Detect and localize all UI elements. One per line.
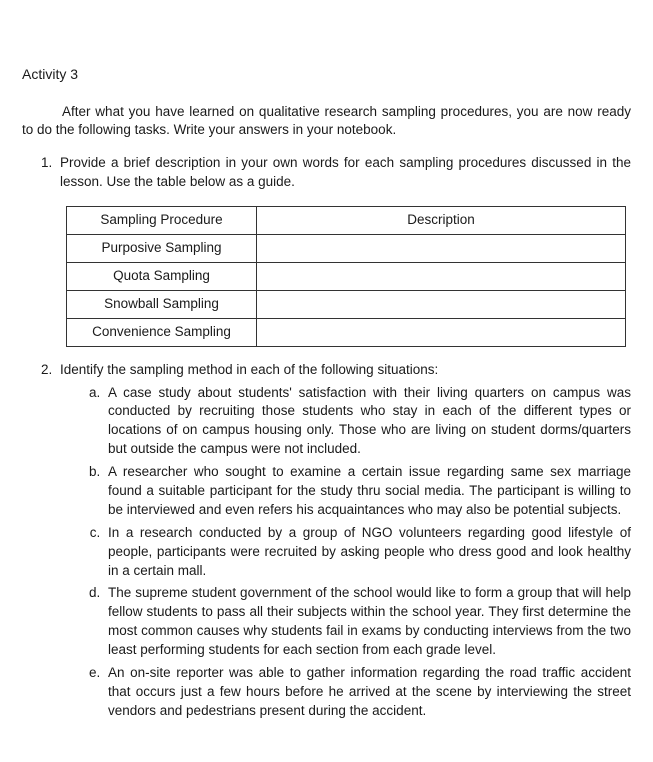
cell-description (257, 235, 626, 263)
sub-item-a: A case study about students' satisfactio… (104, 384, 631, 460)
sub-item-e: An on-site reporter was able to gather i… (104, 664, 631, 721)
cell-description (257, 318, 626, 346)
activity-title: Activity 3 (22, 65, 631, 85)
header-procedure: Sampling Procedure (67, 207, 257, 235)
main-question-list: Provide a brief description in your own … (22, 154, 631, 720)
question-1: Provide a brief description in your own … (56, 154, 631, 346)
question-2-sublist: A case study about students' satisfactio… (60, 384, 631, 721)
cell-procedure: Quota Sampling (67, 262, 257, 290)
cell-procedure: Convenience Sampling (67, 318, 257, 346)
table-row: Convenience Sampling (67, 318, 626, 346)
sampling-table: Sampling Procedure Description Purposive… (66, 206, 626, 346)
header-description: Description (257, 207, 626, 235)
sub-item-d: The supreme student government of the sc… (104, 584, 631, 660)
intro-text: After what you have learned on qualitati… (22, 104, 631, 138)
question-2-text: Identify the sampling method in each of … (60, 362, 438, 377)
cell-procedure: Purposive Sampling (67, 235, 257, 263)
cell-description (257, 290, 626, 318)
table-row: Snowball Sampling (67, 290, 626, 318)
table-row: Purposive Sampling (67, 235, 626, 263)
sub-item-b: A researcher who sought to examine a cer… (104, 463, 631, 520)
table-header-row: Sampling Procedure Description (67, 207, 626, 235)
cell-procedure: Snowball Sampling (67, 290, 257, 318)
question-2: Identify the sampling method in each of … (56, 361, 631, 721)
table-row: Quota Sampling (67, 262, 626, 290)
sub-item-c: In a research conducted by a group of NG… (104, 524, 631, 581)
cell-description (257, 262, 626, 290)
document-page: Activity 3 After what you have learned o… (0, 0, 653, 755)
question-1-text: Provide a brief description in your own … (60, 155, 631, 189)
intro-paragraph: After what you have learned on qualitati… (22, 103, 631, 141)
